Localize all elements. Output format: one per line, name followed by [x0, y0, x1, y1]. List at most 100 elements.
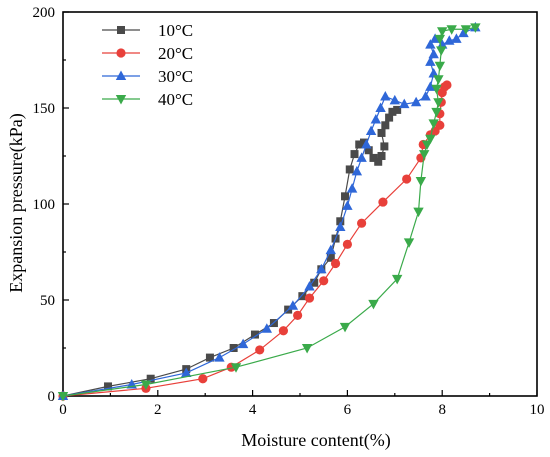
- data-point: [431, 107, 442, 118]
- data-point: [425, 56, 436, 66]
- y-tick-label: 0: [48, 389, 56, 405]
- series-3: [57, 23, 481, 402]
- data-point: [393, 105, 402, 114]
- x-tick-label: 10: [530, 402, 545, 418]
- y-axis-title: Expansion pressure(kPa): [6, 113, 27, 292]
- data-point: [229, 344, 238, 352]
- data-point: [425, 39, 436, 49]
- data-point: [325, 244, 337, 255]
- x-tick-label: 6: [344, 402, 352, 418]
- data-point: [365, 125, 377, 136]
- data-point: [403, 238, 415, 248]
- data-point: [389, 94, 400, 105]
- data-point: [369, 153, 378, 162]
- legend-label: 20°C: [158, 44, 193, 63]
- data-point: [437, 27, 448, 37]
- legend-item: 40°C: [102, 90, 193, 109]
- x-axis-ticks: 0 2 4 6 8 10: [59, 390, 545, 418]
- data-point: [198, 374, 208, 384]
- data-point: [230, 363, 242, 373]
- data-point: [346, 183, 358, 193]
- legend-marker: [117, 26, 125, 34]
- data-point: [458, 27, 469, 38]
- x-axis-title: Moisture content(%): [241, 430, 390, 451]
- data-point: [378, 197, 388, 207]
- data-point: [428, 119, 439, 129]
- data-point: [451, 33, 462, 43]
- data-point: [359, 138, 368, 147]
- data-point: [342, 239, 352, 249]
- data-point: [304, 293, 315, 303]
- series-line: [62, 84, 448, 397]
- legend-marker: [116, 48, 126, 58]
- data-point: [370, 114, 382, 124]
- x-tick-label: 0: [59, 402, 67, 418]
- data-point: [298, 292, 307, 301]
- data-point: [413, 207, 424, 218]
- data-point: [377, 152, 386, 160]
- data-point: [205, 353, 214, 362]
- data-point: [374, 157, 383, 166]
- data-point: [380, 90, 391, 101]
- data-point: [428, 48, 439, 59]
- data-point: [420, 90, 431, 101]
- data-point: [301, 344, 313, 354]
- data-point: [255, 345, 265, 355]
- data-point: [181, 367, 192, 377]
- data-point: [442, 80, 452, 90]
- data-point: [460, 25, 472, 35]
- data-point: [446, 25, 457, 35]
- data-point: [326, 253, 335, 262]
- y-tick-label: 100: [33, 197, 56, 213]
- x-tick-label: 2: [154, 402, 162, 418]
- data-point: [418, 150, 430, 160]
- data-point: [391, 274, 403, 285]
- x-tick-label: 4: [249, 402, 257, 418]
- data-point: [104, 382, 113, 391]
- legend-marker: [115, 95, 127, 105]
- data-point: [140, 380, 152, 390]
- data-point: [388, 107, 397, 116]
- data-point: [368, 299, 379, 310]
- legend-item: 10°C: [102, 21, 193, 40]
- data-point: [304, 281, 315, 291]
- series-line: [62, 26, 476, 397]
- data-point: [436, 46, 447, 56]
- series-layer: [57, 21, 481, 402]
- data-point: [415, 176, 427, 187]
- data-point: [434, 61, 446, 72]
- data-point: [380, 142, 389, 151]
- data-point: [385, 113, 394, 122]
- data-point: [261, 323, 273, 333]
- plot-frame: [62, 11, 538, 397]
- legend-item: 30°C: [102, 67, 193, 86]
- data-point: [342, 200, 353, 210]
- data-point: [339, 322, 351, 333]
- series-0: [59, 105, 402, 400]
- data-point: [433, 75, 444, 85]
- data-point: [357, 218, 367, 228]
- data-point: [57, 392, 69, 402]
- series-1: [58, 80, 452, 401]
- data-point: [375, 102, 386, 112]
- data-point: [361, 138, 372, 149]
- data-point: [437, 39, 448, 49]
- data-point: [425, 81, 436, 91]
- data-point: [319, 276, 329, 286]
- data-point: [356, 152, 367, 162]
- data-point: [470, 23, 481, 33]
- legend-marker: [115, 70, 127, 80]
- legend-label: 10°C: [158, 21, 193, 40]
- data-point: [293, 310, 303, 320]
- data-point: [433, 98, 444, 108]
- data-point: [402, 174, 412, 184]
- legend-label: 30°C: [158, 67, 193, 86]
- data-point: [425, 134, 436, 145]
- data-point: [431, 84, 442, 95]
- series-line: [62, 26, 476, 397]
- data-point: [364, 146, 373, 155]
- y-tick-label: 200: [33, 5, 56, 21]
- y-tick-label: 50: [40, 293, 55, 309]
- data-point: [146, 374, 155, 383]
